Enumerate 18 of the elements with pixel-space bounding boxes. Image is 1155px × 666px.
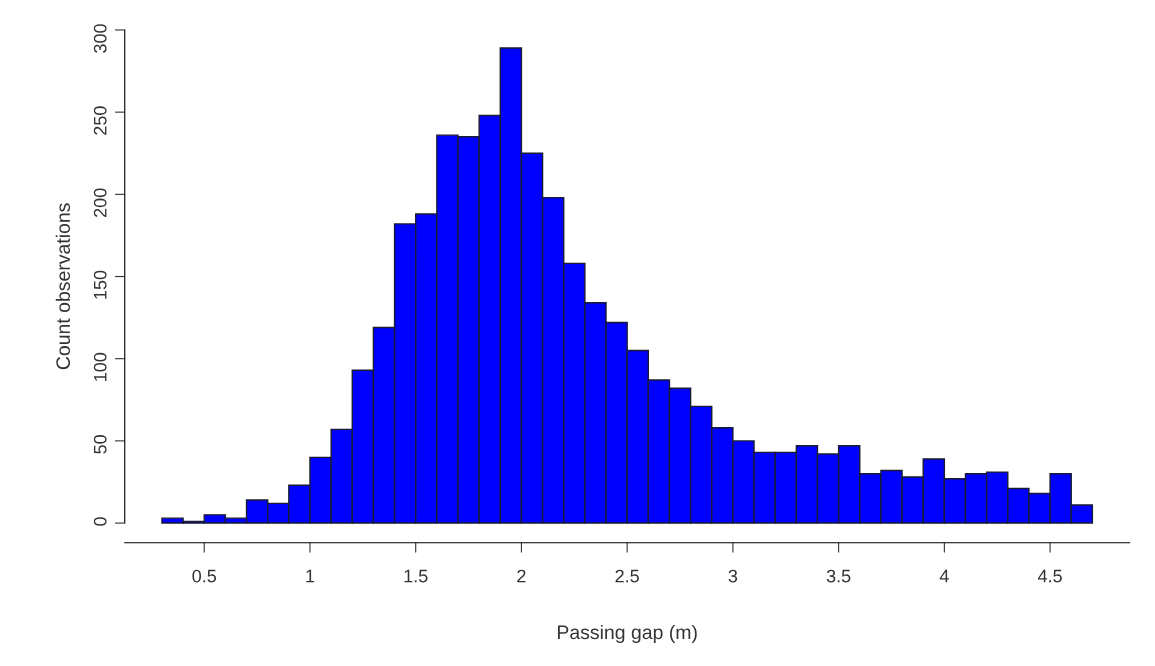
y-tick-label: 250 [93,106,107,135]
y-tick-label: 300 [93,24,107,53]
x-tick-label: 2.5 [615,569,639,583]
y-axis-title: Count observations [55,203,71,370]
x-tick-label: 3.5 [826,569,851,583]
y-tick-label: 50 [93,435,107,454]
x-tick-label: 3 [728,569,738,583]
x-tick-label: 0.5 [192,569,217,583]
x-tick-label: 4 [939,569,949,583]
x-tick-label: 2 [517,569,526,583]
y-tick-label: 200 [93,188,107,218]
x-axis-title: Passing gap (m) [557,624,697,644]
y-tick-label: 0 [93,517,107,526]
y-tick-label: 150 [93,270,107,299]
x-tick-label: 1 [306,569,315,583]
x-tick-label: 1.5 [404,569,428,583]
y-tick-label: 100 [93,352,107,381]
x-tick-label: 4.5 [1037,569,1062,583]
